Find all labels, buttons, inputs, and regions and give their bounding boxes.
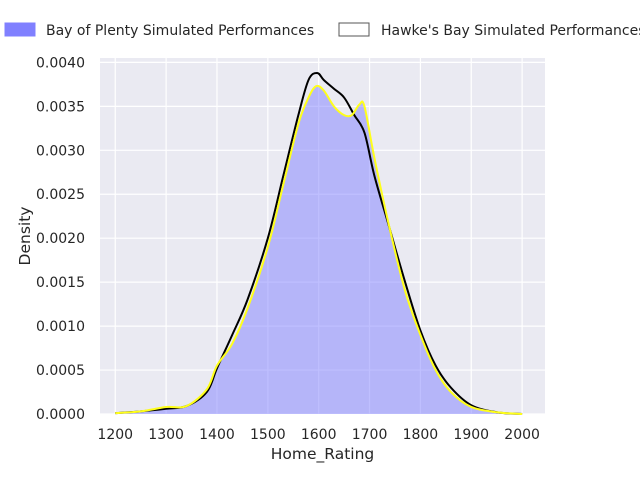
y-tick-label: 0.0010 [36,319,85,335]
y-axis-ticks: 0.0000 0.0005 0.0010 0.0015 0.0020 0.0025 0.00… [36,55,85,423]
legend: Bay of Plenty Simulated Performances Haw… [4,22,640,39]
legend-label-hawkes-bay: Hawke's Bay Simulated Performances [381,23,640,39]
y-tick-label: 0.0000 [36,407,85,423]
x-tick-label: 1300 [148,427,184,443]
bay-of-plenty-density-edge [115,84,523,415]
y-tick-label: 0.0040 [36,55,85,71]
legend-label-bay-of-plenty: Bay of Plenty Simulated Performances [46,23,314,39]
x-tick-label: 1700 [352,427,388,443]
x-tick-label: 1600 [301,427,337,443]
x-axis-title: Home_Rating [271,445,375,464]
x-tick-label: 1800 [403,427,439,443]
y-axis-title: Density [16,207,34,266]
legend-swatch-hawkes-bay [338,22,370,37]
hawkes-bay-density-line [115,71,523,415]
y-tick-label: 0.0020 [36,231,85,247]
y-tick-label: 0.0035 [36,99,85,115]
y-tick-label: 0.0015 [36,275,85,291]
x-tick-label: 2000 [504,427,540,443]
x-tick-label: 1200 [97,427,133,443]
y-tick-label: 0.0025 [36,187,85,203]
y-tick-label: 0.0030 [36,143,85,159]
x-tick-label: 1500 [250,427,286,443]
series-layer [115,71,523,415]
bay-of-plenty-density-fill [115,85,523,415]
legend-swatch-bay-of-plenty [4,22,36,37]
y-tick-label: 0.0005 [36,363,85,379]
x-tick-label: 1900 [453,427,489,443]
x-tick-label: 1400 [199,427,235,443]
x-axis-ticks: 1200 1300 1400 1500 1600 1700 1800 1900 2000 [97,427,539,443]
